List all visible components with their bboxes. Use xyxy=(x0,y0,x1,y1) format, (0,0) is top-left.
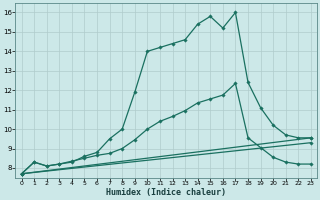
X-axis label: Humidex (Indice chaleur): Humidex (Indice chaleur) xyxy=(106,188,226,197)
